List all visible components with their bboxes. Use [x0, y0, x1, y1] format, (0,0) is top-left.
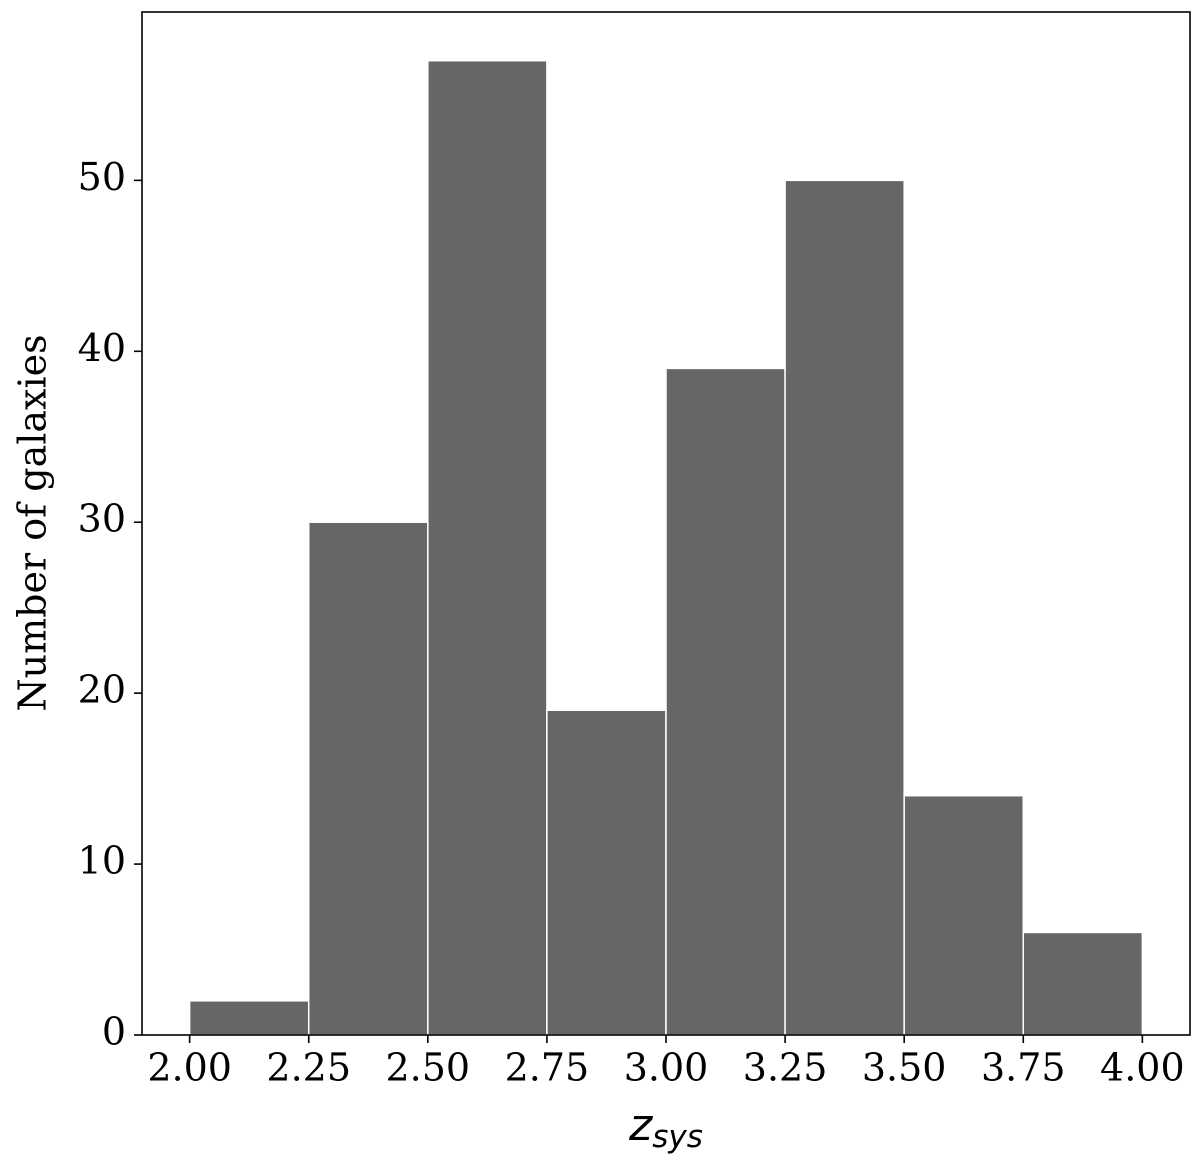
bar: [784, 179, 905, 1036]
bar: [903, 794, 1025, 1036]
y-axis-label: Number of galaxies: [11, 334, 55, 711]
x-label-main: z: [628, 1100, 653, 1151]
x-tick-label: 3.00: [624, 1046, 709, 1090]
y-tick-label: 0: [102, 1010, 126, 1054]
y-tick-label: 20: [78, 668, 126, 712]
bar: [665, 367, 786, 1036]
x-axis-label: zsys: [628, 1100, 703, 1155]
x-tick-label: 4.00: [1100, 1046, 1185, 1090]
x-tick-label: 2.25: [266, 1046, 351, 1090]
bar: [188, 1000, 310, 1036]
bar: [1022, 931, 1144, 1036]
bar: [546, 709, 667, 1036]
x-tick-label: 2.50: [386, 1046, 471, 1090]
bar: [427, 59, 548, 1036]
x-label-subscript: sys: [652, 1119, 703, 1155]
x-tick-label: 2.75: [505, 1046, 590, 1090]
y-tick-label: 50: [78, 155, 126, 199]
bar: [307, 521, 429, 1036]
x-tick-label: 3.75: [981, 1046, 1066, 1090]
x-tick-label: 3.25: [743, 1046, 828, 1090]
x-tick-label: 2.00: [147, 1046, 232, 1090]
x-tick-label: 3.50: [862, 1046, 947, 1090]
y-tick-label: 40: [78, 326, 126, 370]
y-tick-label: 10: [78, 839, 126, 883]
y-tick-label: 30: [78, 497, 126, 541]
